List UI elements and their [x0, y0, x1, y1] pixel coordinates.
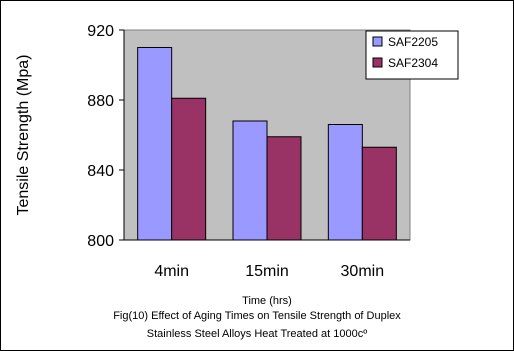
x-tick-label: 15min	[245, 263, 289, 280]
y-axis-title: Tensile Strength (Mpa)	[15, 55, 32, 216]
x-tick-label: 4min	[154, 263, 189, 280]
x-tick-label: 30min	[341, 263, 385, 280]
bar-saf2205-4min	[137, 47, 173, 241]
bar-saf2205-15min	[232, 120, 268, 241]
y-tick-label: 880	[87, 93, 114, 110]
legend: SAF2205 SAF2304	[365, 30, 459, 80]
bar-saf2304-30min	[361, 146, 397, 241]
y-tick-label: 800	[87, 233, 114, 250]
legend-label: SAF2205	[388, 35, 438, 49]
figure-caption-line-2: Stainless Steel Alloys Heat Treated at 1…	[146, 328, 368, 340]
legend-swatch	[372, 57, 383, 68]
bar-saf2304-15min	[266, 136, 302, 241]
legend-label: SAF2304	[388, 56, 438, 70]
bar-saf2304-4min	[171, 97, 207, 241]
y-tick-label: 920	[87, 23, 114, 40]
legend-swatch	[372, 36, 383, 47]
x-axis-title: Time (hrs)	[242, 295, 292, 307]
figure-caption-line-1: Fig(10) Effect of Aging Times on Tensile…	[113, 310, 401, 322]
y-tick-label: 840	[87, 163, 114, 180]
bar-saf2205-30min	[327, 124, 363, 241]
